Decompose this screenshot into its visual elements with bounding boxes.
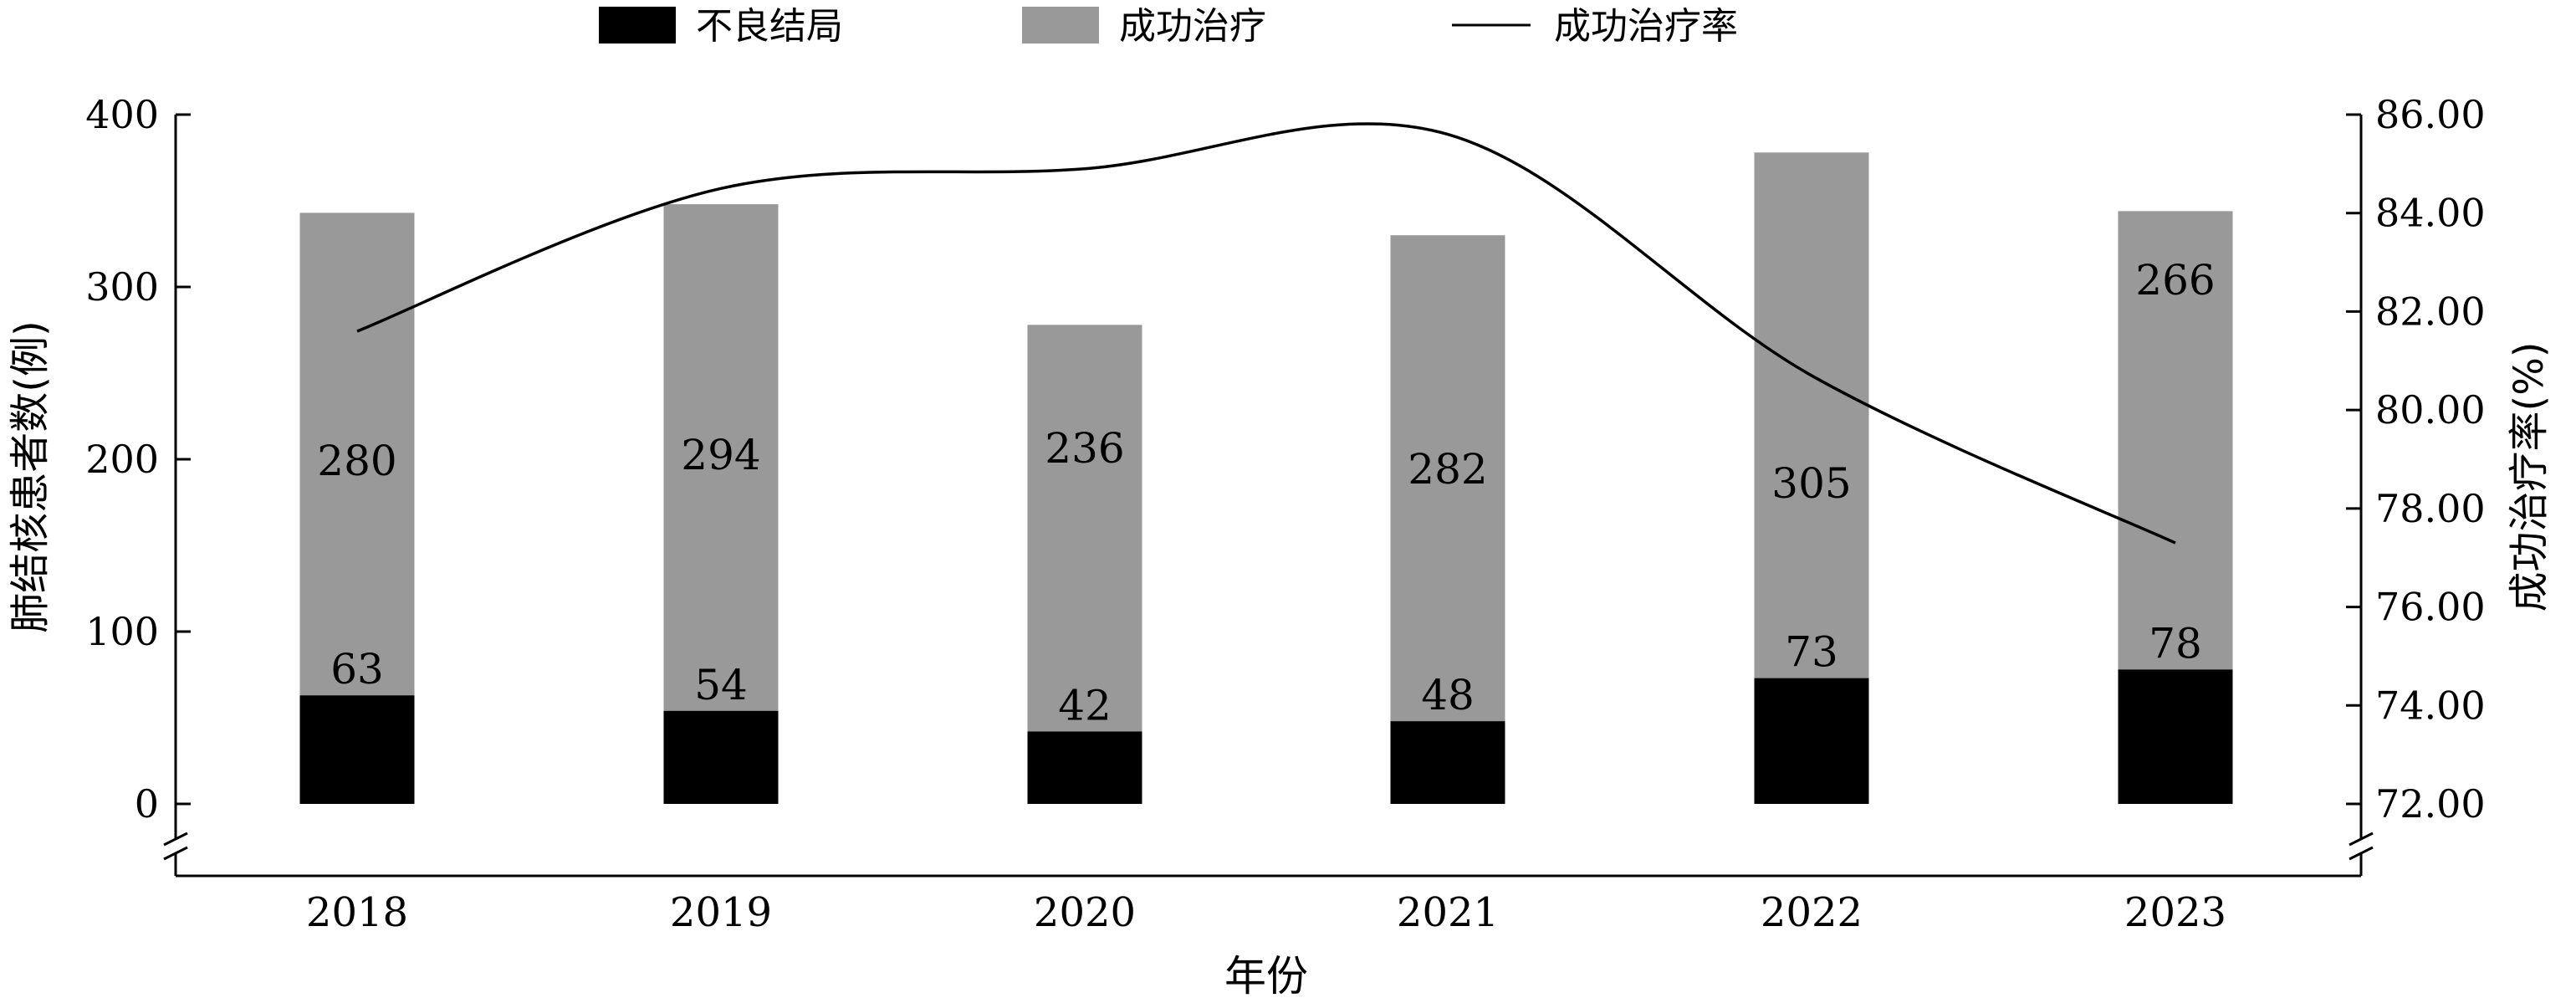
left-tick-label: 400 [85, 92, 159, 137]
x-tick-label: 2021 [1397, 889, 1499, 936]
x-axis-title: 年份 [1224, 952, 1308, 1000]
right-tick-label: 78.00 [2375, 486, 2486, 531]
bar-success [663, 204, 779, 711]
data-label-bad: 78 [2149, 619, 2202, 668]
right-tick-label: 74.00 [2375, 683, 2486, 728]
data-label-success: 236 [1045, 424, 1124, 473]
bar-success [1754, 152, 1869, 678]
right-tick-label: 84.00 [2375, 191, 2486, 236]
data-label-bad: 48 [1421, 671, 1475, 719]
left-ticks: 0 100 200 300 400 [85, 92, 191, 826]
axes: 0 100 200 300 400 72.00 74.00 76.00 78.00 80.00 8… [85, 92, 2486, 878]
bar-success [2118, 211, 2233, 670]
bar-bad [2118, 669, 2233, 804]
right-tick-label: 82.00 [2375, 289, 2486, 334]
bar-bad [1754, 678, 1869, 804]
legend-label-success: 成功治疗 [1119, 5, 1266, 48]
legend-label-rate: 成功治疗率 [1554, 5, 1738, 48]
rate-line [356, 122, 2176, 545]
bar-bad [663, 710, 779, 804]
left-tick-label: 100 [85, 609, 159, 654]
bars [299, 152, 2233, 804]
right-axis-break [2349, 832, 2374, 861]
legend-label-bad: 不良结局 [696, 5, 843, 48]
bar-success [1390, 235, 1505, 722]
left-tick-label: 200 [85, 437, 159, 482]
data-label-bad: 73 [1785, 628, 1838, 677]
x-tick-label: 2020 [1034, 889, 1136, 936]
bar-bad [1390, 721, 1505, 804]
left-tick-label: 300 [85, 264, 159, 310]
x-tick-label: 2023 [2124, 889, 2226, 936]
data-label-success: 266 [2135, 256, 2215, 304]
x-ticks: 2018 2019 2020 2021 2022 2023 [306, 889, 2226, 936]
right-ticks: 72.00 74.00 76.00 78.00 80.00 82.00 84.00 86.00 [2346, 92, 2486, 826]
bar-success [299, 212, 415, 696]
left-tick-label: 0 [135, 781, 159, 826]
data-label-success: 282 [1408, 445, 1487, 494]
left-axis-break [163, 832, 188, 861]
y-axis-title-right: 成功治疗率(%) [2506, 341, 2553, 612]
x-tick-label: 2019 [670, 889, 772, 936]
data-label-success: 294 [681, 431, 760, 479]
right-tick-label: 76.00 [2375, 585, 2486, 630]
right-tick-label: 80.00 [2375, 387, 2486, 432]
right-tick-label: 72.00 [2375, 781, 2486, 826]
legend-swatch-bad [599, 7, 676, 43]
y-axis-title-left: 肺结核患者数(例) [7, 320, 54, 632]
right-tick-label: 86.00 [2375, 92, 2486, 137]
bar-bad [299, 695, 415, 804]
bar-bad [1027, 731, 1142, 804]
x-tick-label: 2022 [1761, 889, 1863, 936]
x-tick-label: 2018 [306, 889, 408, 936]
data-label-bad: 63 [330, 645, 384, 693]
legend-swatch-success [1022, 7, 1099, 43]
bar-success [1027, 325, 1142, 732]
legend: 不良结局 成功治疗 成功治疗率 [599, 5, 1738, 48]
data-label-bad: 54 [694, 661, 748, 709]
data-label-bad: 42 [1058, 681, 1112, 729]
data-label-success: 280 [317, 437, 396, 485]
bar-labels: 63 54 42 48 73 78 280 294 236 282 305 266 [317, 256, 2215, 729]
data-label-success: 305 [1771, 459, 1851, 508]
